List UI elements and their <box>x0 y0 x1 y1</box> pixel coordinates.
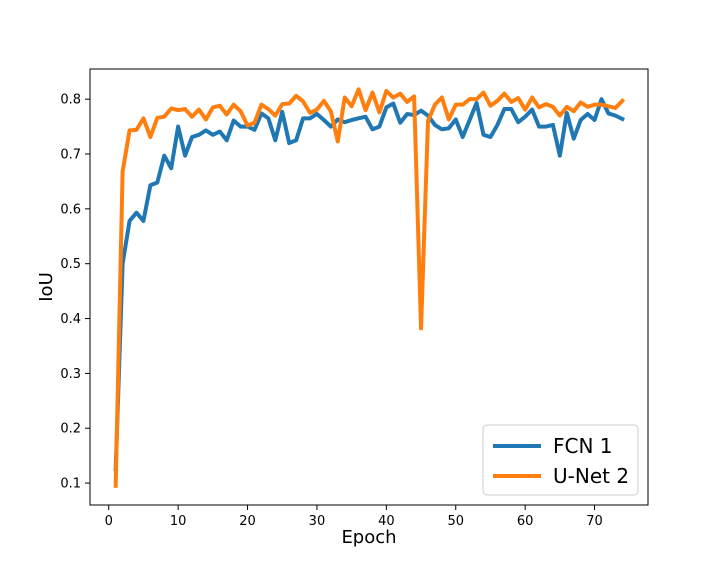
y-tick-label: 0.1 <box>60 477 81 492</box>
x-tick-label: 0 <box>105 514 113 529</box>
y-axis: 0.1 0.2 0.3 0.4 0.5 0.6 0.7 0.8 <box>60 93 90 492</box>
y-axis-label: IoU <box>36 272 57 302</box>
x-axis-label: Epoch <box>341 527 396 548</box>
series-line-u-net-2 <box>113 87 626 488</box>
x-tick-label: 60 <box>517 514 534 529</box>
x-tick-label: 20 <box>239 514 256 529</box>
y-tick-label: 0.4 <box>60 312 81 327</box>
y-tick-label: 0.7 <box>60 148 81 163</box>
legend-label-unet-2: U-Net 2 <box>553 464 629 488</box>
x-axis: 0 10 20 30 40 50 60 70 <box>105 505 603 529</box>
y-tick-label: 0.5 <box>60 257 81 272</box>
x-tick-label: 70 <box>586 514 603 529</box>
x-tick-label: 30 <box>309 514 326 529</box>
y-tick-label: 0.2 <box>60 422 81 437</box>
legend-label-fcn-1: FCN 1 <box>553 434 613 458</box>
series-layer <box>113 87 626 488</box>
y-tick-label: 0.6 <box>60 202 81 217</box>
plot-frame <box>89 68 649 506</box>
x-tick-label: 10 <box>170 514 187 529</box>
x-tick-label: 50 <box>447 514 464 529</box>
legend: FCN 1 U-Net 2 <box>482 424 639 496</box>
y-tick-label: 0.3 <box>60 367 81 382</box>
y-tick-label: 0.8 <box>60 93 81 108</box>
x-tick-label: 40 <box>378 514 395 529</box>
series-line-fcn-1 <box>113 97 625 472</box>
